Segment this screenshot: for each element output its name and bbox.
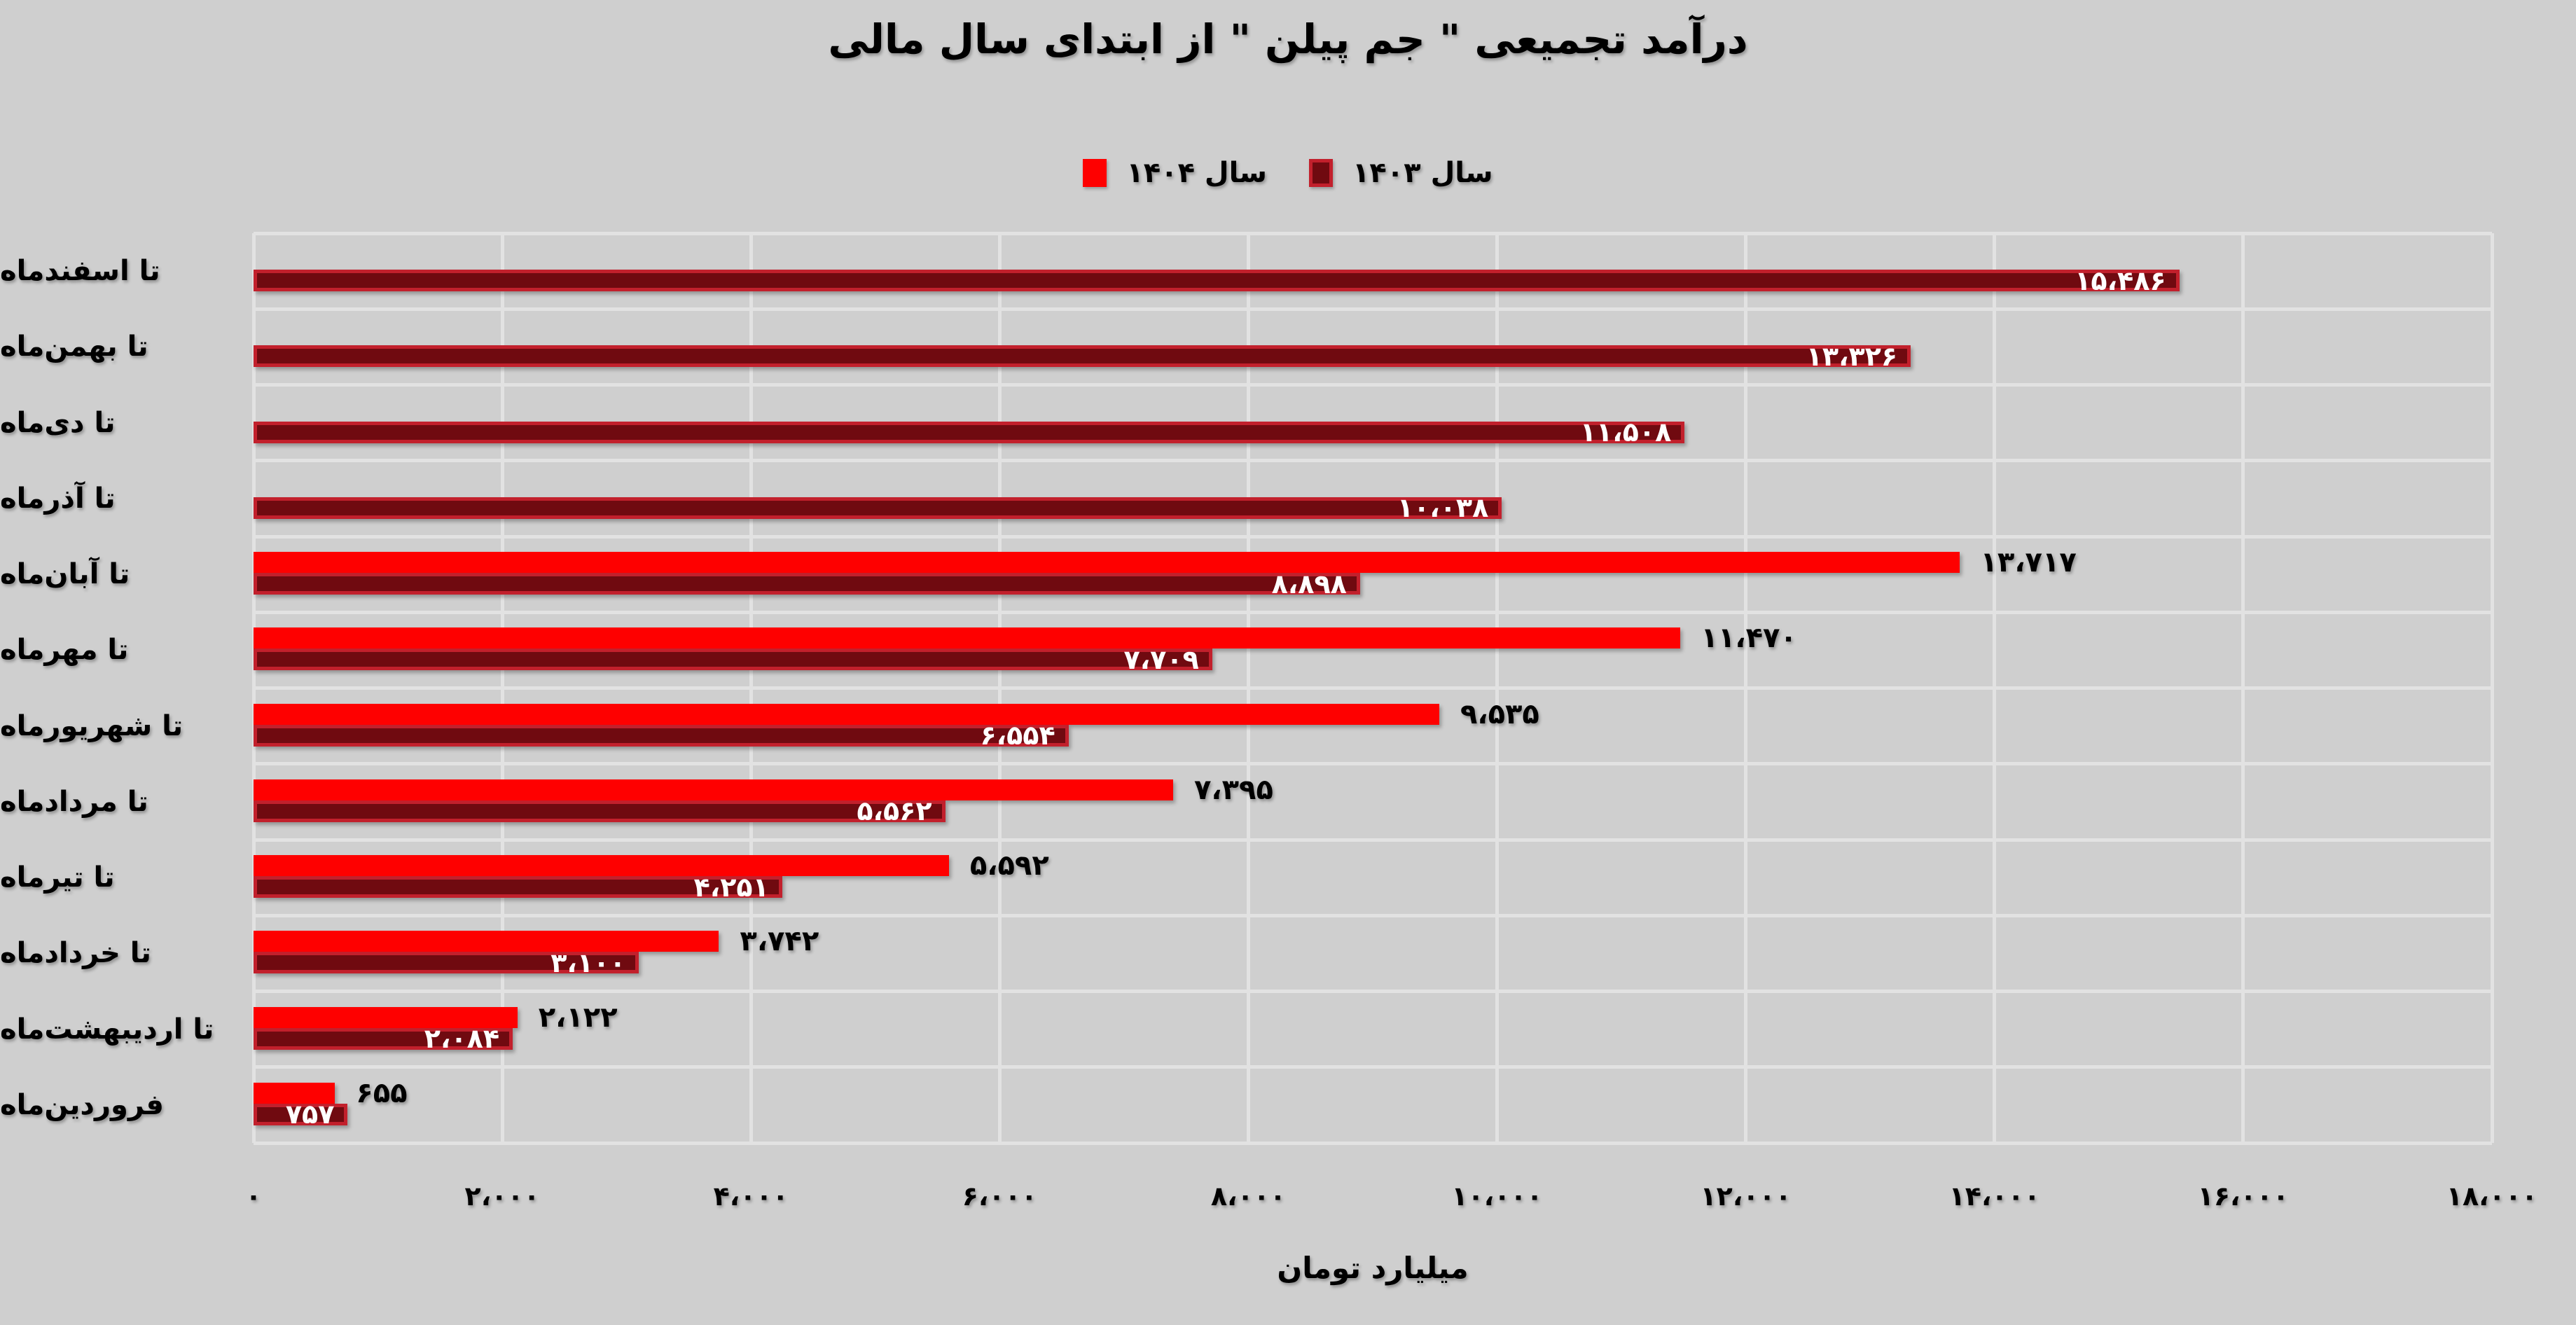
grid-line-horizontal: [254, 1065, 2492, 1069]
legend-label-1404: سال ۱۴۰۴: [1126, 157, 1267, 189]
category-label: تا مهرماه: [0, 634, 129, 667]
legend-item-1404: سال ۱۴۰۴: [1083, 157, 1267, 189]
legend-label-1403: سال ۱۴۰۳: [1352, 157, 1493, 189]
category-label: تا دی‌ماه: [0, 406, 116, 439]
category-label: تا آبان‌ماه: [0, 558, 130, 591]
bar-value-label-1404: ۱۳،۷۱۷: [1980, 546, 2077, 578]
chart-title: درآمد تجمیعی " جم پیلن " از ابتدای سال م…: [828, 15, 1748, 63]
x-tick-label: ۱۸،۰۰۰: [2446, 1181, 2538, 1212]
bar-1404: [254, 931, 719, 952]
bar-1403: ۱۳،۳۲۶: [254, 340, 1911, 372]
bar-value-label-1404: ۵،۵۹۲: [969, 849, 1049, 882]
grid-line-horizontal: [254, 307, 2492, 311]
bar-1404: [254, 1006, 518, 1028]
legend-item-1403: سال ۱۴۰۳: [1309, 157, 1493, 189]
bar-1403: ۲،۰۸۴: [254, 1023, 513, 1054]
bar-value-label-1403: ۱۳،۳۲۶: [1806, 340, 1898, 372]
x-tick-label: ۲،۰۰۰: [464, 1181, 540, 1212]
bar-value-label-1404: ۱۱،۴۷۰: [1701, 622, 1797, 655]
bar-value-label-1403: ۷۵۷: [285, 1099, 335, 1130]
category-label: تا شهریورماه: [0, 709, 183, 742]
category-label: تا بهمن‌ماه: [0, 331, 148, 363]
bar-1404: [254, 1082, 335, 1104]
bar-1403: ۸،۸۹۸: [254, 568, 1360, 599]
bar-1403: ۴،۲۵۱: [254, 871, 782, 903]
bar-1403: ۳،۱۰۰: [254, 947, 639, 978]
plot-area: ۱۵،۴۸۶ ۱۳،۳۲۶ ۱۱،۵۰۸ ۱۰،۰۳۸ ۱۳،۷۱۷ ۸،۸۹۸ ۱۱،۴۷…: [251, 231, 2494, 1145]
bar-value-label-1403: ۱۵،۴۸۶: [2075, 265, 2166, 296]
bar-value-label-1403: ۴،۲۵۱: [693, 871, 769, 903]
grid-line-horizontal: [254, 1141, 2492, 1145]
bar-1404: [254, 703, 1439, 725]
grid-line-horizontal: [254, 459, 2492, 463]
category-label: تا آذرماه: [0, 482, 116, 515]
x-tick-label: ۰: [245, 1181, 262, 1212]
bar-value-label-1403: ۶،۵۵۴: [980, 720, 1055, 751]
grid-line-horizontal: [254, 913, 2492, 917]
category-label: تا اردیبهشت‌ماه: [0, 1013, 214, 1046]
bar-1404: [254, 552, 1960, 573]
category-label: تا تیرماه: [0, 861, 115, 894]
bar-value-label-1403: ۳،۱۰۰: [550, 947, 626, 978]
bar-1404: [254, 779, 1174, 800]
bar-value-label-1404: ۲،۱۲۲: [538, 1001, 618, 1034]
grid-line-horizontal: [254, 762, 2492, 766]
bar-1404: [254, 855, 949, 876]
legend: سال ۱۴۰۴ سال ۱۴۰۳: [0, 157, 2576, 189]
bar-value-label-1403: ۱۱،۵۰۸: [1579, 417, 1672, 448]
category-label: فروردین‌ماه: [0, 1088, 164, 1121]
bar-1403: ۶،۵۵۴: [254, 720, 1069, 751]
x-tick-label: ۱۰،۰۰۰: [1451, 1181, 1543, 1212]
x-tick-label: ۱۲،۰۰۰: [1700, 1181, 1792, 1212]
category-label: تا مردادماه: [0, 785, 148, 818]
bar-value-label-1403: ۷،۷۰۹: [1123, 644, 1199, 675]
bar-value-label-1404: ۶۵۵: [356, 1076, 408, 1109]
bar-1403: ۱۰،۰۳۸: [254, 492, 1502, 524]
category-label: تا اسفندماه: [0, 255, 160, 288]
bar-value-label-1404: ۷،۳۹۵: [1194, 773, 1273, 806]
bar-value-label-1403: ۱۰،۰۳۸: [1397, 492, 1489, 524]
bar-value-label-1403: ۵،۵۶۲: [857, 796, 932, 827]
legend-swatch-1403: [1309, 159, 1333, 187]
grid-line-horizontal: [254, 990, 2492, 993]
x-tick-label: ۴،۰۰۰: [713, 1181, 789, 1212]
bar-1403: ۵،۵۶۲: [254, 796, 946, 827]
grid-line-horizontal: [254, 610, 2492, 614]
x-tick-label: ۶،۰۰۰: [962, 1181, 1037, 1212]
bar-1403: ۱۱،۵۰۸: [254, 417, 1685, 448]
grid-line-horizontal: [254, 231, 2492, 235]
x-tick-label: ۱۶،۰۰۰: [2197, 1181, 2290, 1212]
bar-1403: ۷،۷۰۹: [254, 644, 1212, 675]
bar-1403: ۱۵،۴۸۶: [254, 265, 2180, 296]
bar-value-label-1404: ۳،۷۴۲: [740, 925, 819, 958]
grid-line-horizontal: [254, 383, 2492, 387]
category-label: تا خردادماه: [0, 937, 151, 970]
bar-value-label-1404: ۹،۵۳۵: [1460, 698, 1539, 730]
legend-swatch-1404: [1083, 159, 1107, 187]
x-tick-label: ۱۴،۰۰۰: [1948, 1181, 2040, 1212]
grid-line-horizontal: [254, 534, 2492, 539]
bar-1404: [254, 627, 1680, 649]
grid-line-horizontal: [254, 686, 2492, 690]
bar-1403: ۷۵۷: [254, 1099, 348, 1130]
x-axis-label: میلیارد تومان: [1277, 1251, 1469, 1285]
x-tick-label: ۸،۰۰۰: [1210, 1181, 1287, 1212]
grid-line-vertical: [2490, 233, 2494, 1143]
grid-line-horizontal: [254, 838, 2492, 842]
bar-value-label-1403: ۸،۸۹۸: [1271, 568, 1347, 599]
bar-value-label-1403: ۲،۰۸۴: [424, 1023, 500, 1054]
